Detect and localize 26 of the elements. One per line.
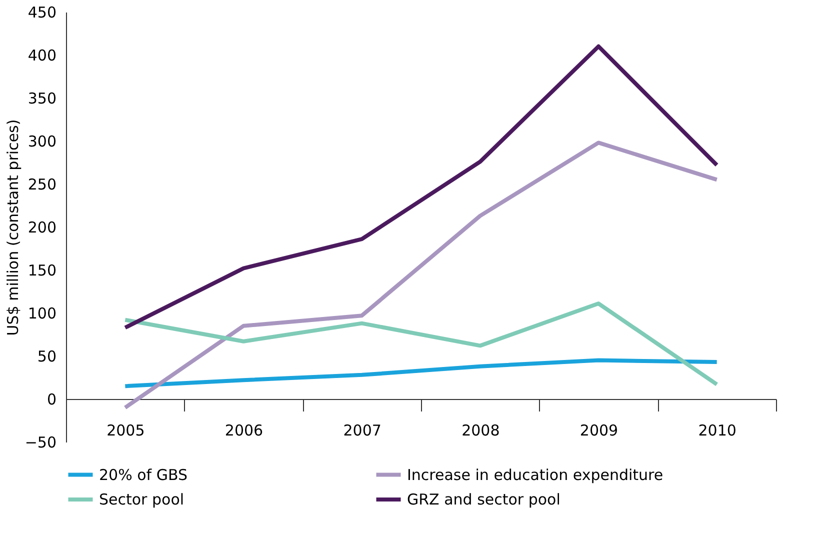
legend-label: Increase in education expenditure bbox=[407, 466, 664, 484]
x-tick-label: 2007 bbox=[343, 422, 382, 440]
y-tick-label: −50 bbox=[24, 434, 56, 452]
x-tick-label: 2006 bbox=[224, 422, 264, 440]
legend-label: GRZ and sector pool bbox=[407, 490, 560, 508]
y-tick-label: 250 bbox=[28, 176, 56, 194]
y-tick-label: 150 bbox=[28, 262, 56, 280]
legend-label: Sector pool bbox=[99, 490, 184, 508]
line-series bbox=[123, 44, 719, 330]
x-tick-label: 2008 bbox=[462, 422, 500, 440]
line-series bbox=[123, 140, 719, 410]
y-tick-label: 450 bbox=[28, 4, 56, 22]
y-tick-label: 200 bbox=[28, 218, 56, 236]
y-axis-title: US$ million (constant prices) bbox=[4, 119, 22, 336]
y-tick-label: 300 bbox=[28, 132, 56, 150]
y-tick-label: 400 bbox=[28, 46, 56, 64]
x-tick-label: 2010 bbox=[698, 422, 736, 440]
x-tick-label: 2009 bbox=[580, 422, 618, 440]
x-tick-label: 2005 bbox=[106, 422, 145, 440]
y-tick-label: 100 bbox=[28, 304, 56, 322]
legend-label: 20% of GBS bbox=[99, 466, 188, 484]
line-series bbox=[123, 302, 719, 386]
y-tick-label: 50 bbox=[37, 348, 56, 366]
line-series bbox=[123, 358, 719, 388]
y-tick-label: 350 bbox=[28, 90, 56, 108]
y-tick-label: 0 bbox=[46, 390, 56, 408]
